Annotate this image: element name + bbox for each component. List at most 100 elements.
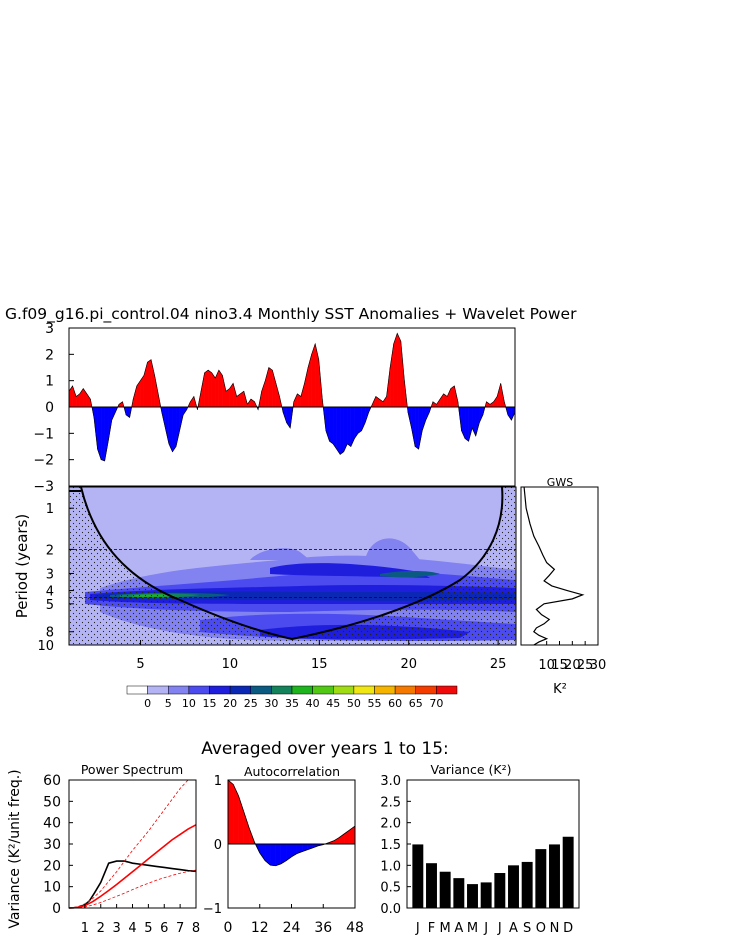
wavelet-x-tick-label: 25 — [490, 657, 507, 672]
colorbar-label: 15 — [203, 697, 217, 710]
sst-area-segment — [350, 406, 355, 447]
colorbar-swatch — [209, 685, 231, 695]
sst-area-segment — [357, 406, 362, 434]
colorbar-label: 35 — [285, 697, 299, 710]
autocorr-area-segment — [349, 825, 356, 845]
variance-x-tick-label: J — [415, 921, 420, 936]
sst-area-segment — [222, 375, 227, 408]
gws-x-tick-label: 20 — [564, 658, 581, 673]
variance-bar — [453, 878, 465, 908]
wavelet-x-tick-label: 15 — [311, 657, 328, 672]
power-y-tick-label: 30 — [43, 837, 61, 853]
variance-bar — [439, 871, 451, 908]
autocorr-y-tick-label: 0 — [214, 838, 222, 853]
variance-bar — [480, 882, 492, 908]
cone-of-influence-right — [292, 487, 516, 645]
variance-x-tick-label: D — [563, 921, 573, 936]
variance-bar — [467, 884, 478, 908]
sst-area-segment — [450, 385, 455, 408]
colorbar: 0 5 10 15 20 25 30 35 40 45 50 55 60 65 70 — [126, 685, 458, 710]
autocorr-title: Autocorrelation — [244, 764, 340, 779]
colorbar-label: 0 — [144, 697, 151, 710]
sst-area-segment — [175, 406, 180, 447]
sst-area-segment — [72, 385, 77, 408]
power-y-tick-label: 60 — [43, 773, 61, 789]
power-y-tick-label: 20 — [43, 858, 61, 874]
variance-bar — [521, 861, 533, 908]
power-y-tick-label: 10 — [43, 880, 61, 896]
colorbar-swatch — [250, 685, 272, 695]
colorbar-swatch — [291, 685, 313, 695]
variance-x-tick-label: O — [536, 921, 546, 936]
colorbar-swatch — [312, 685, 334, 695]
sst-area-segment — [204, 369, 209, 408]
autocorr-area-segment — [243, 811, 250, 845]
sst-area-segment — [329, 406, 334, 445]
sst-area-segment — [507, 406, 512, 421]
colorbar-swatch — [147, 685, 169, 695]
sst-area-segment — [389, 343, 394, 408]
autocorr-x-axis: 0 12 24 36 48 — [224, 904, 364, 936]
autocorr-x-tick-label: 24 — [283, 920, 301, 936]
gws-x-tick-label: 30 — [590, 658, 607, 673]
autocorr-line — [227, 779, 356, 867]
variance-bar — [426, 863, 437, 908]
wavelet-y-tick-label: 8 — [46, 626, 54, 641]
wavelet-contour-blob-b — [365, 538, 420, 560]
sst-area-segment — [336, 406, 341, 456]
sst-area-segment — [339, 406, 344, 455]
variance-x-tick-label: M — [440, 921, 451, 936]
sst-area-segment — [468, 406, 473, 442]
sst-area-segment — [418, 406, 423, 450]
colorbar-label: 25 — [244, 697, 258, 710]
sst-area-segment — [97, 406, 102, 460]
wavelet-y-tick-label: 2 — [46, 543, 54, 558]
sst-area-segment — [100, 406, 105, 462]
sst-area-segment — [304, 367, 309, 408]
power-series-spectrum — [68, 860, 197, 909]
autocorr-area-segment — [275, 843, 282, 867]
power-series-lower-bound — [68, 869, 197, 909]
colorbar-swatch — [229, 685, 251, 695]
sst-anomaly-line — [69, 332, 515, 462]
autocorr-area-segment — [270, 843, 276, 866]
autocorr-area-segment — [333, 837, 340, 845]
colorbar-label: 55 — [368, 697, 382, 710]
colorbar-label: 60 — [388, 697, 402, 710]
colorbar-swatch — [168, 685, 190, 695]
autocorr-x-tick-label: 36 — [314, 920, 332, 936]
gws-x-tick-label: 10 — [538, 658, 555, 673]
power-y-tick-label: 50 — [43, 794, 61, 810]
cone-of-influence-left — [69, 487, 292, 645]
sst-area-segment — [172, 406, 177, 453]
sst-area-segment — [332, 406, 337, 450]
sst-area-segment — [422, 406, 426, 431]
power-x-tick-label: 7 — [176, 921, 184, 936]
sst-area-segment — [414, 406, 419, 450]
power-series-red-noise — [68, 824, 197, 909]
variance-y-tick-label: 2.0 — [380, 817, 401, 832]
sst-area-segment — [475, 406, 480, 437]
variance-bar — [549, 844, 560, 908]
sst-area-segment — [147, 359, 152, 408]
colorbar-label: 5 — [165, 697, 172, 710]
autocorrelation-panel: Autocorrelation −101 0 12 24 36 48 — [203, 764, 364, 936]
variance-bar — [508, 865, 519, 908]
timeseries-fill — [69, 332, 515, 462]
sst-area-segment — [261, 380, 266, 408]
power-x-tick-label: 5 — [144, 921, 152, 936]
main-title: G.f09_g16.pi_control.04 nino3.4 Monthly … — [5, 305, 577, 324]
wavelet-x-tick-label: 20 — [400, 657, 417, 672]
sst-area-segment — [397, 333, 402, 408]
timeseries-y-tick-label: 1 — [45, 374, 54, 390]
sst-area-segment — [464, 406, 469, 442]
sst-area-segment — [461, 406, 466, 439]
timeseries-y-axis: −3 −2 −1 0 1 2 3 — [33, 321, 74, 495]
colorbar-swatch — [271, 685, 293, 695]
power-series-upper-bound — [68, 779, 189, 909]
autocorr-area-segment — [264, 843, 271, 866]
autocorr-x-tick-label: 0 — [224, 920, 233, 936]
